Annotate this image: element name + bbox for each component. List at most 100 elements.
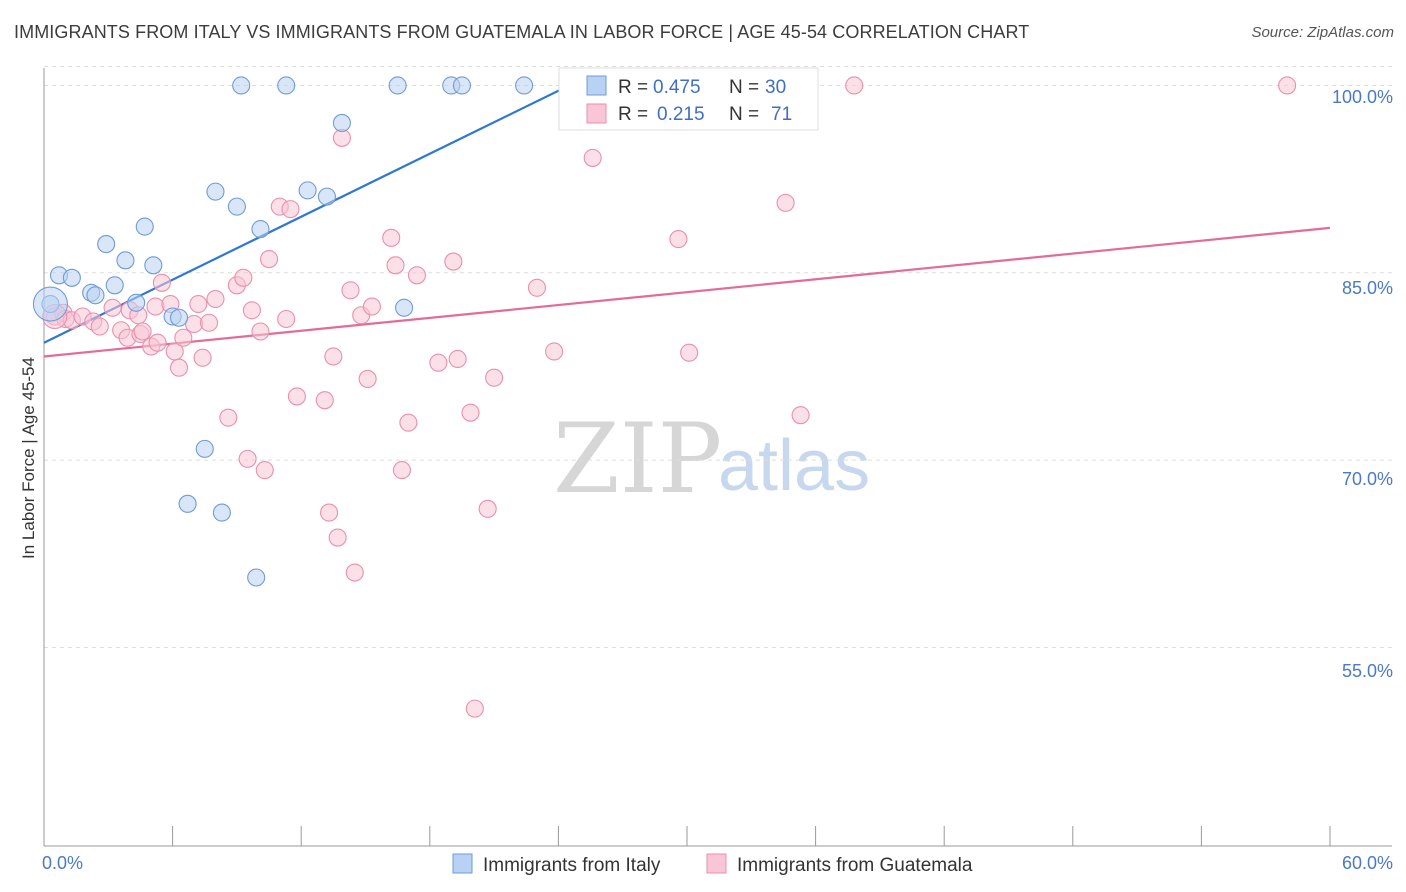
italy-point-4 (86, 286, 105, 305)
guatemala-point-65 (680, 343, 699, 362)
guatemala-point-44 (341, 281, 360, 300)
guatemala-points (42, 76, 1297, 718)
legend-n-value-italy: 30 (765, 77, 786, 98)
guatemala-point-13 (133, 322, 152, 341)
guatemala-point-6 (90, 317, 109, 336)
guatemala-point-25 (199, 313, 219, 332)
guatemala-point-22 (184, 314, 204, 334)
guatemala-point-52 (399, 413, 418, 432)
italy-points (32, 76, 534, 587)
y-tick-label-70: 70.0% (1342, 469, 1393, 489)
guatemala-point-67 (776, 193, 795, 212)
italy-point-28 (452, 76, 472, 95)
legend-swatch-italy (586, 75, 607, 96)
italy-point-9 (135, 217, 154, 236)
guatemala-point-32 (251, 322, 270, 341)
italy-point-23 (317, 187, 336, 206)
legend-n-value-guatemala: 71 (771, 104, 792, 125)
guatemala-point-69 (845, 76, 864, 95)
italy-point-26 (395, 298, 414, 317)
legend-r-label-italy: R = (618, 77, 648, 98)
guatemala-point-33 (255, 461, 274, 480)
x-tick-label-min: 0.0% (42, 853, 83, 873)
guatemala-point-45 (345, 563, 364, 582)
guatemala-point-39 (315, 391, 334, 410)
chart-title: IMMIGRANTS FROM ITALY VS IMMIGRANTS FROM… (14, 22, 1030, 42)
guatemala-point-30 (238, 449, 257, 468)
guatemala-point-68 (791, 406, 810, 425)
guatemala-point-57 (461, 403, 480, 422)
italy-point-19 (247, 568, 266, 587)
guatemala-point-42 (328, 528, 347, 547)
italy-point-8 (127, 293, 146, 312)
guatemala-point-51 (392, 461, 411, 480)
guatemala-point-26 (206, 289, 225, 309)
bottom-legend-swatch-italy (452, 853, 473, 874)
correlation-legend: R = 0.475 N = 30 R = 0.215 N = 71 (558, 67, 819, 131)
y-axis-title: In Labor Force | Age 45-54 (19, 357, 38, 559)
x-tick-label-max: 60.0% (1342, 853, 1393, 873)
guatemala-point-63 (583, 148, 602, 167)
italy-point-20 (251, 220, 270, 239)
y-tick-label-55: 55.0% (1342, 661, 1393, 681)
italy-point-17 (227, 197, 246, 216)
italy-point-10 (144, 256, 163, 275)
bottom-legend-swatch-guatemala (706, 853, 727, 874)
legend-r-label-guatemala: R = (618, 104, 648, 125)
guatemala-point-61 (527, 278, 547, 297)
guatemala-point-27 (219, 408, 238, 427)
grid-lines (44, 65, 1392, 648)
guatemala-point-64 (669, 230, 688, 249)
guatemala-point-15 (146, 297, 165, 316)
guatemala-point-62 (545, 342, 564, 361)
guatemala-point-24 (193, 348, 212, 367)
guatemala-point-54 (429, 353, 448, 372)
guatemala-point-60 (485, 368, 504, 387)
guatemala-point-58 (465, 699, 484, 718)
guatemala-point-48 (362, 297, 381, 316)
guatemala-point-36 (277, 309, 296, 329)
guatemala-point-16 (148, 333, 167, 352)
bottom-legend-label-guatemala: Immigrants from Guatemala (737, 855, 973, 876)
legend-swatch-guatemala (586, 103, 607, 124)
italy-point-24 (332, 113, 351, 132)
italy-point-14 (178, 494, 197, 513)
guatemala-point-17 (152, 273, 171, 292)
italy-point-cluster (32, 286, 68, 322)
italy-point-22 (298, 181, 317, 200)
source-label: Source: ZipAtlas.com (1251, 24, 1394, 41)
legend-r-value-guatemala: 0.215 (657, 104, 705, 125)
italy-point-13 (195, 439, 214, 458)
italy-point-12 (169, 308, 189, 327)
watermark-atlas: atlas (718, 426, 870, 506)
italy-point-29 (515, 76, 534, 95)
guatemala-point-20 (169, 358, 189, 377)
bottom-legend-label-italy: Immigrants from Italy (483, 855, 661, 876)
italy-point-16 (212, 503, 231, 522)
italy-point-18 (232, 76, 251, 95)
guatemala-point-41 (324, 347, 343, 366)
y-tick-label-85: 85.0% (1342, 278, 1393, 298)
italy-point-6 (105, 276, 124, 295)
guatemala-point-34 (259, 250, 279, 269)
guatemala-point-56 (448, 349, 467, 369)
legend-n-label-guatemala: N = (729, 104, 759, 125)
guatemala-point-50 (386, 256, 405, 275)
guatemala-point-38 (287, 387, 306, 406)
italy-point-7 (116, 251, 135, 270)
watermark-zip: ZIP (553, 403, 722, 515)
italy-point-5 (97, 235, 116, 254)
legend-n-label-italy: N = (729, 77, 759, 98)
legend-r-value-italy: 0.475 (653, 77, 701, 98)
guatemala-point-37 (281, 200, 300, 219)
italy-trend-line (43, 84, 570, 344)
guatemala-point-55 (444, 252, 463, 271)
italy-point-15 (206, 182, 225, 201)
guatemala-point-53 (407, 266, 426, 285)
guatemala-point-59 (478, 499, 497, 518)
guatemala-point-40 (320, 503, 339, 522)
y-tick-label-100: 100.0% (1332, 87, 1393, 107)
guatemala-point-47 (358, 369, 377, 389)
guatemala-point-21 (174, 328, 193, 347)
